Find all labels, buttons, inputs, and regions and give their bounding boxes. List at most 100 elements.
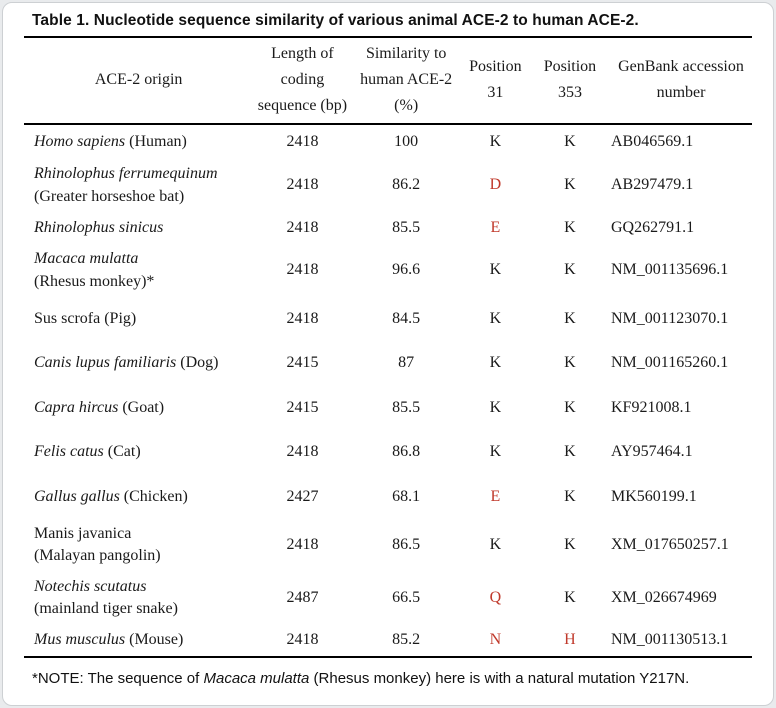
length-cell: 2418 bbox=[286, 176, 319, 194]
similarity-cell: 96.6 bbox=[392, 261, 421, 279]
plain-text: (Chicken) bbox=[119, 487, 188, 505]
table-row: Macaca mulatta (Rhesus monkey)* 2418 96.6 K K… bbox=[24, 244, 752, 297]
plain-text: (Dog) bbox=[176, 354, 219, 372]
table-row: Homo sapiens (Human) 2418 100 K K AB046569.1 bbox=[24, 124, 752, 159]
position31-cell: K bbox=[489, 536, 502, 554]
position353-cell: K bbox=[564, 354, 576, 372]
italic-text: Rhinolophus sinicus bbox=[34, 218, 164, 236]
length-cell: 2415 bbox=[286, 354, 319, 372]
plain-text: (Mouse) bbox=[125, 630, 184, 648]
position31-cell: D bbox=[489, 176, 502, 194]
similarity-cell: 66.5 bbox=[392, 588, 421, 606]
italic-text: Gallus gallus bbox=[34, 487, 120, 505]
table-row: Gallus gallus (Chicken) 2427 68.1 E K MK56019… bbox=[24, 475, 752, 519]
length-cell: 2418 bbox=[286, 536, 319, 554]
position31-cell: K bbox=[489, 398, 502, 416]
table-row: Capra hircus (Goat) 2415 85.5 K K KF921008.1 bbox=[24, 386, 752, 430]
similarity-cell: 85.5 bbox=[392, 218, 421, 236]
italic-text: Felis catus bbox=[34, 443, 104, 461]
plain-text: Manis javanica bbox=[34, 525, 132, 543]
col-header-origin: ACE-2 origin bbox=[94, 70, 183, 88]
plain-text: (Goat) bbox=[118, 398, 165, 416]
table-row: Canis lupus familiaris (Dog) 2415 87 K K NM_0… bbox=[24, 341, 752, 385]
italic-text: Rhinolophus ferrumequinum bbox=[34, 165, 218, 183]
position353-cell: K bbox=[564, 310, 576, 328]
origin-cell: Rhinolophus ferrumequinum (Greater horses… bbox=[24, 159, 253, 212]
similarity-cell: 85.2 bbox=[392, 630, 421, 648]
table-row: Felis catus (Cat) 2418 86.8 K K AY957464.1 bbox=[24, 430, 752, 474]
length-cell: 2418 bbox=[286, 630, 319, 648]
length-cell: 2418 bbox=[286, 443, 319, 461]
position31-cell: E bbox=[490, 487, 501, 505]
italic-text: Notechis scutatus bbox=[34, 577, 147, 595]
plain-text: (Rhesus monkey)* bbox=[34, 272, 155, 290]
plain-text: (Greater horseshoe bat) bbox=[34, 187, 185, 205]
genbank-cell: NM_001135696.1 bbox=[611, 261, 729, 279]
length-cell: 2418 bbox=[286, 132, 319, 150]
genbank-cell: NM_001123070.1 bbox=[611, 310, 729, 328]
length-cell: 2418 bbox=[286, 218, 319, 236]
table-title: Table 1. Nucleotide sequence similarity … bbox=[32, 12, 639, 29]
genbank-cell: AB046569.1 bbox=[611, 132, 694, 150]
genbank-cell: XM_026674969 bbox=[611, 588, 717, 606]
genbank-cell: XM_017650257.1 bbox=[611, 536, 729, 554]
table-row: Sus scrofa (Pig) 2418 84.5 K K NM_001123070.1 bbox=[24, 297, 752, 341]
position31-cell: N bbox=[489, 630, 502, 648]
origin-cell: Rhinolophus sinicus bbox=[24, 212, 253, 244]
italic-text: Homo sapiens bbox=[34, 132, 126, 150]
origin-cell: Notechis scutatus (mainland tiger snake) bbox=[24, 572, 253, 625]
origin-cell: Canis lupus familiaris (Dog) bbox=[24, 341, 253, 385]
genbank-cell: GQ262791.1 bbox=[611, 218, 695, 236]
table-row: Mus musculus (Mouse) 2418 85.2 N H NM_0011305… bbox=[24, 625, 752, 657]
origin-cell: Macaca mulatta (Rhesus monkey)* bbox=[24, 244, 253, 297]
col-header-position353: Position 353 bbox=[543, 57, 597, 101]
genbank-cell: MK560199.1 bbox=[611, 487, 697, 505]
table-row: Rhinolophus sinicus 2418 85.5 E K GQ262791.1 bbox=[24, 212, 752, 244]
similarity-cell: 86.2 bbox=[392, 176, 421, 194]
origin-cell: Sus scrofa (Pig) bbox=[24, 297, 253, 341]
genbank-cell: NM_001130513.1 bbox=[611, 630, 729, 648]
position353-cell: K bbox=[564, 218, 576, 236]
similarity-cell: 85.5 bbox=[392, 398, 421, 416]
origin-cell: Gallus gallus (Chicken) bbox=[24, 475, 253, 519]
table-body: Homo sapiens (Human) 2418 100 K K AB046569.1 R… bbox=[24, 124, 752, 657]
position353-cell: K bbox=[564, 536, 576, 554]
position31-cell: K bbox=[489, 310, 502, 328]
plain-text: (Rhesus monkey) here is with a natural m… bbox=[309, 669, 690, 687]
origin-cell: Manis javanica (Malayan pangolin) bbox=[24, 519, 253, 572]
similarity-cell: 87 bbox=[398, 354, 415, 372]
table-row: Rhinolophus ferrumequinum (Greater horses… bbox=[24, 159, 752, 212]
italic-text: Canis lupus familiaris bbox=[34, 354, 177, 372]
col-header-position31: Position 31 bbox=[469, 57, 522, 101]
italic-text: Macaca mulatta bbox=[203, 669, 310, 687]
origin-cell: Mus musculus (Mouse) bbox=[24, 625, 253, 657]
origin-cell: Homo sapiens (Human) bbox=[24, 124, 253, 159]
position353-cell: H bbox=[564, 630, 576, 648]
similarity-cell: 84.5 bbox=[392, 310, 421, 328]
plain-text: Sus scrofa (Pig) bbox=[34, 310, 137, 328]
col-header-length: Length of coding sequence (bp) bbox=[257, 45, 348, 114]
plain-text: (Human) bbox=[125, 132, 187, 150]
plain-text: (mainland tiger snake) bbox=[34, 600, 178, 618]
position31-cell: E bbox=[490, 218, 501, 236]
col-header-genbank: GenBank accession number bbox=[618, 57, 744, 101]
italic-text: Capra hircus bbox=[34, 398, 119, 416]
genbank-cell: NM_001165260.1 bbox=[611, 354, 729, 372]
position31-cell: K bbox=[489, 443, 502, 461]
position353-cell: K bbox=[564, 398, 576, 416]
position31-cell: K bbox=[489, 354, 502, 372]
col-header-similarity: Similarity to human ACE-2 (%) bbox=[360, 45, 453, 114]
position31-cell: K bbox=[489, 261, 502, 279]
length-cell: 2415 bbox=[286, 398, 319, 416]
similarity-cell: 86.8 bbox=[392, 443, 421, 461]
genbank-cell: KF921008.1 bbox=[611, 398, 692, 416]
italic-text: Macaca mulatta bbox=[34, 250, 139, 268]
position353-cell: K bbox=[564, 261, 576, 279]
length-cell: 2418 bbox=[286, 310, 319, 328]
table-row: Manis javanica (Malayan pangolin) 2418 86.5… bbox=[24, 519, 752, 572]
table-row: Notechis scutatus (mainland tiger snake) 2… bbox=[24, 572, 752, 625]
ace2-similarity-table: ACE-2 origin Length of coding sequence (… bbox=[24, 36, 752, 658]
plain-text: (Malayan pangolin) bbox=[34, 547, 161, 565]
plain-text: *NOTE: The sequence of bbox=[32, 669, 204, 687]
position353-cell: K bbox=[564, 132, 576, 150]
